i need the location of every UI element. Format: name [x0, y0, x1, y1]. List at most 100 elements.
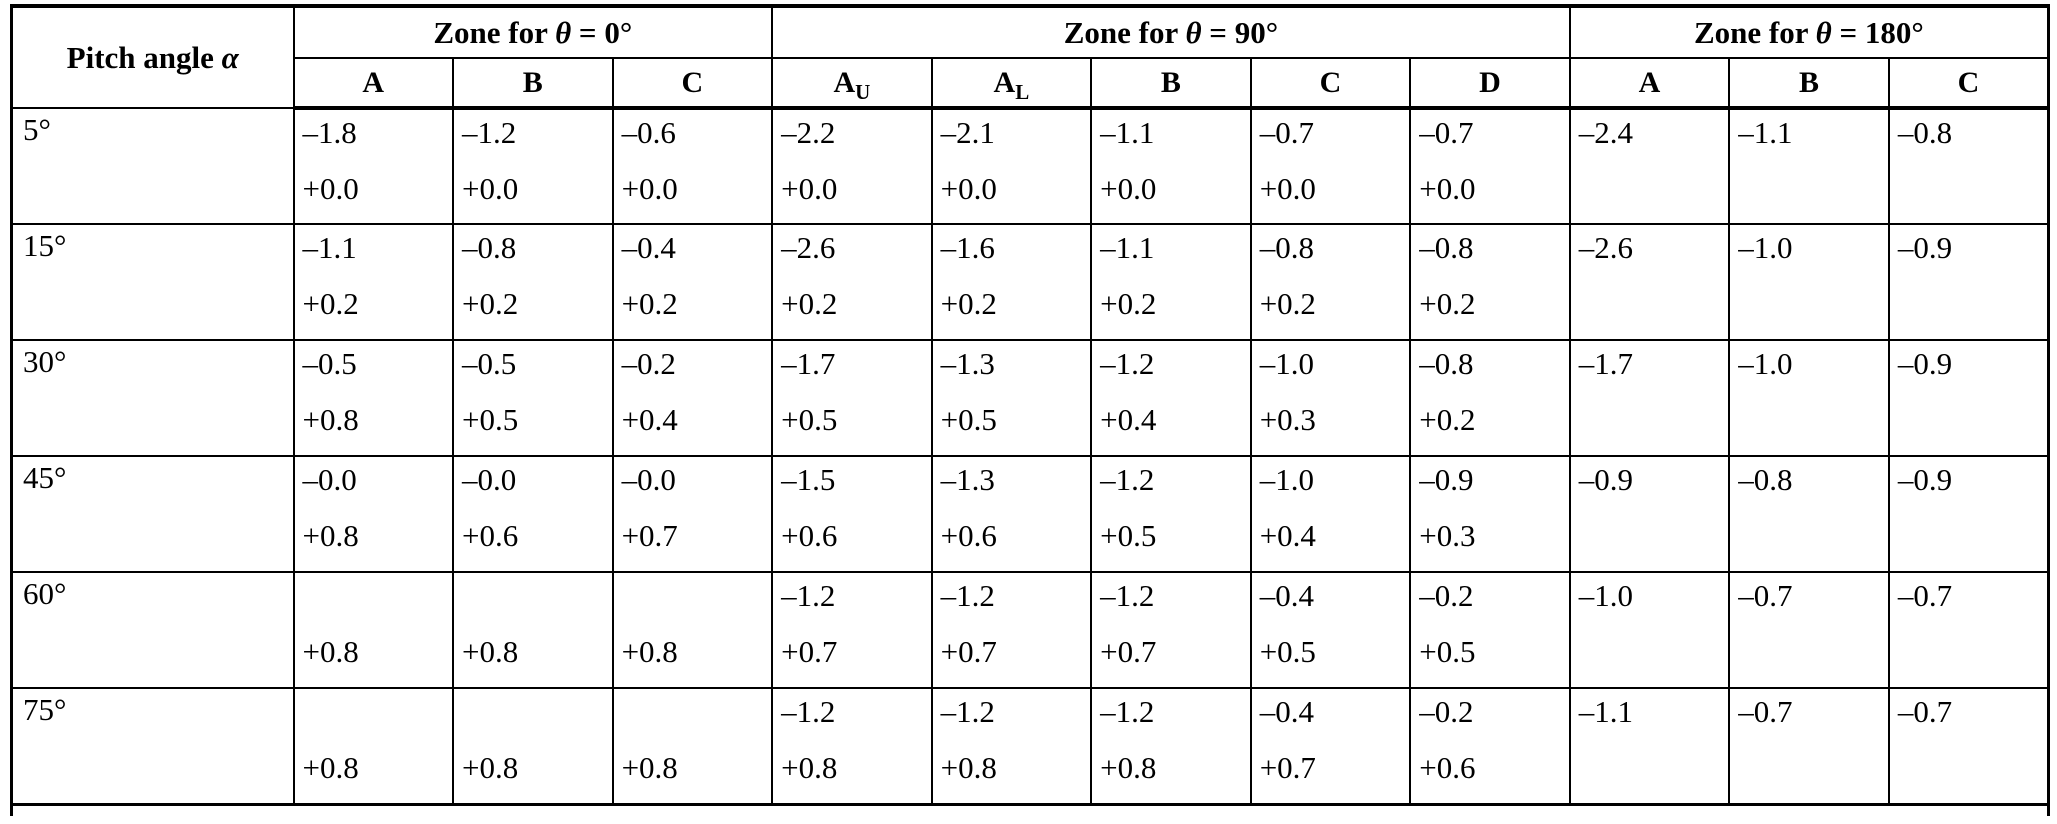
positive-coefficient-value: +0.8	[462, 634, 519, 669]
coefficient-cell: –0.5 +0.5	[452, 339, 614, 457]
zone-column-header-row: A B C AU AL B C D A B C	[12, 57, 2050, 110]
negative-coefficient-value: –1.0	[1738, 230, 1793, 265]
table-row: 30° –0.5 +0.8 –0.5 +0.5 –0.2 +0.4 –1.7 +0.5 –1.3 +…	[10, 339, 2050, 457]
zone-header-row: Pitch angle α Zone for θ = 0° Zone for θ…	[10, 5, 2050, 109]
zone-90-suffix: = 90°	[1201, 14, 1279, 50]
coefficient-cell: –2.4	[1568, 107, 1731, 225]
pitch-angle-cell: 75°	[10, 687, 295, 805]
theta-symbol: θ	[1815, 14, 1832, 50]
negative-coefficient-value	[622, 692, 772, 748]
negative-coefficient-value: –1.0	[1578, 578, 1633, 613]
negative-coefficient-value: –1.1	[1100, 115, 1155, 150]
coefficient-cell: –1.1 +0.2	[1090, 223, 1252, 341]
negative-coefficient-value: –1.2	[940, 694, 995, 729]
negative-coefficient-value: –0.4	[621, 230, 676, 265]
coefficient-cell: –0.8 +0.2	[1409, 339, 1571, 457]
positive-coefficient-value: +0.7	[621, 518, 678, 553]
column-letter: A	[993, 65, 1016, 99]
zone-column-header-c: C	[1249, 57, 1412, 110]
negative-coefficient-value	[303, 692, 453, 748]
coefficient-cell: +0.8	[611, 687, 774, 805]
negative-coefficient-value: –0.2	[621, 346, 676, 381]
pitch-angle-header: Pitch angle α	[10, 5, 295, 109]
zone-column-header-au: AU	[771, 57, 933, 110]
coefficient-cell: –0.7	[1887, 571, 2050, 689]
negative-coefficient-value: –0.8	[462, 230, 517, 265]
positive-coefficient-value: +0.8	[302, 634, 359, 669]
coefficient-cell: +0.8	[292, 571, 455, 689]
negative-coefficient-value: –0.8	[1897, 115, 1953, 150]
negative-coefficient-value: –0.6	[621, 115, 676, 150]
coefficient-cell: –0.8 +0.2	[1249, 223, 1412, 341]
negative-coefficient-value: –1.5	[781, 462, 836, 497]
coefficient-cell: –1.0	[1728, 339, 1890, 457]
coefficient-cell: –1.2 +0.8	[1090, 687, 1252, 805]
coefficient-cell: –1.2 +0.7	[771, 571, 933, 689]
zone-column-header-a: A	[292, 57, 455, 110]
negative-coefficient-value: –2.4	[1578, 115, 1633, 150]
positive-coefficient-value: +0.5	[462, 402, 519, 437]
positive-coefficient-value: +0.6	[462, 518, 519, 553]
coefficient-cell: +0.8	[452, 571, 614, 689]
negative-coefficient-value: –1.2	[781, 694, 836, 729]
table-row: 15° –1.1 +0.2 –0.8 +0.2 –0.4 +0.2 –2.6 +0.2 –1.6 +…	[10, 223, 2050, 341]
negative-coefficient-value: –0.5	[302, 346, 357, 381]
positive-coefficient-value: +0.7	[1100, 634, 1157, 669]
negative-coefficient-value: –1.2	[940, 578, 995, 613]
column-letter: A	[362, 65, 385, 99]
positive-coefficient-value: +0.2	[1259, 286, 1316, 321]
zone-header-theta-0: Zone for θ = 0°	[292, 5, 774, 59]
negative-coefficient-value: –1.0	[1259, 462, 1314, 497]
negative-coefficient-value: –0.7	[1738, 694, 1793, 729]
positive-coefficient-value: +0.2	[940, 286, 997, 321]
zone-180-suffix: = 180°	[1831, 14, 1924, 50]
positive-coefficient-value: +0.0	[621, 171, 678, 206]
zone-column-header-c: C	[611, 57, 774, 110]
coefficient-cell: –0.0 +0.8	[292, 455, 455, 573]
coefficient-cell: –1.0	[1728, 223, 1890, 341]
zone-column-header-b: B	[452, 57, 614, 110]
negative-coefficient-value	[462, 576, 612, 632]
pitch-angle-cell: 60°	[10, 571, 295, 689]
coefficient-cell: –1.1 +0.0	[1090, 107, 1252, 225]
zone-column-header-b: B	[1090, 57, 1252, 110]
positive-coefficient-value: +0.3	[1419, 518, 1476, 553]
coefficient-cell: –0.7 +0.0	[1409, 107, 1571, 225]
positive-coefficient-value: +0.8	[302, 518, 359, 553]
positive-coefficient-value: +0.8	[621, 750, 678, 785]
alpha-symbol: α	[221, 39, 239, 75]
pitch-angle-cell: 45°	[10, 455, 295, 573]
coefficient-cell: –0.7	[1887, 687, 2050, 805]
coefficient-cell: –1.0 +0.3	[1249, 339, 1412, 457]
coefficient-cell: –1.6 +0.2	[930, 223, 1093, 341]
zone-header-theta-180: Zone for θ = 180°	[1568, 5, 2050, 59]
negative-coefficient-value: –1.3	[940, 346, 995, 381]
negative-coefficient-value: –0.7	[1419, 115, 1474, 150]
positive-coefficient-value: +0.5	[1419, 634, 1476, 669]
coefficient-cell: –2.2 +0.0	[771, 107, 933, 225]
negative-coefficient-value	[462, 692, 612, 748]
coefficient-cell: –0.5 +0.8	[292, 339, 455, 457]
positive-coefficient-value: +0.0	[302, 171, 359, 206]
coefficient-cell: –0.7	[1728, 687, 1890, 805]
pitch-angle-header-text: Pitch angle	[66, 39, 222, 75]
column-letter: B	[522, 65, 543, 99]
column-letter: A	[1638, 65, 1661, 99]
negative-coefficient-value: –1.1	[1100, 230, 1155, 265]
coefficient-cell: –1.1	[1568, 687, 1731, 805]
negative-coefficient-value: –0.7	[1259, 115, 1314, 150]
coefficient-cell: –0.8	[1887, 107, 2050, 225]
negative-coefficient-value: –0.9	[1897, 346, 1953, 381]
positive-coefficient-value: +0.6	[940, 518, 997, 553]
coefficient-cell: –1.1 +0.2	[292, 223, 455, 341]
negative-coefficient-value: –2.2	[781, 115, 836, 150]
negative-coefficient-value: –0.8	[1419, 230, 1474, 265]
negative-coefficient-value: –0.2	[1419, 578, 1474, 613]
negative-coefficient-value: –0.0	[302, 462, 357, 497]
coefficient-cell: –1.5 +0.6	[771, 455, 933, 573]
positive-coefficient-value: +0.2	[1419, 402, 1476, 437]
negative-coefficient-value	[622, 576, 772, 632]
negative-coefficient-value: –1.3	[940, 462, 995, 497]
coefficient-cell: –2.1 +0.0	[930, 107, 1093, 225]
